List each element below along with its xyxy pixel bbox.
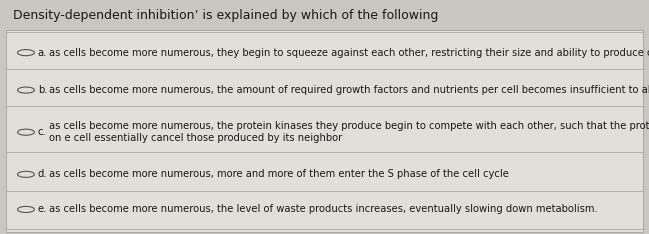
Text: Density-dependent inhibitionʼ is explained by which of the following: Density-dependent inhibitionʼ is explain… (13, 9, 438, 22)
Text: a.: a. (38, 48, 47, 58)
Text: as cells become more numerous, they begin to squeeze against each other, restric: as cells become more numerous, they begi… (49, 48, 649, 58)
Text: d.: d. (38, 169, 47, 179)
Text: as cells become more numerous, the amount of required growth factors and nutrien: as cells become more numerous, the amoun… (49, 85, 649, 95)
Text: b.: b. (38, 85, 47, 95)
Text: as cells become more numerous, the level of waste products increases, eventually: as cells become more numerous, the level… (49, 205, 598, 214)
Text: as cells become more numerous, the protein kinases they produce begin to compete: as cells become more numerous, the prote… (49, 121, 649, 143)
Text: e.: e. (38, 205, 47, 214)
FancyBboxPatch shape (6, 30, 643, 232)
Text: as cells become more numerous, more and more of them enter the S phase of the ce: as cells become more numerous, more and … (49, 169, 509, 179)
Text: c.: c. (38, 127, 46, 137)
